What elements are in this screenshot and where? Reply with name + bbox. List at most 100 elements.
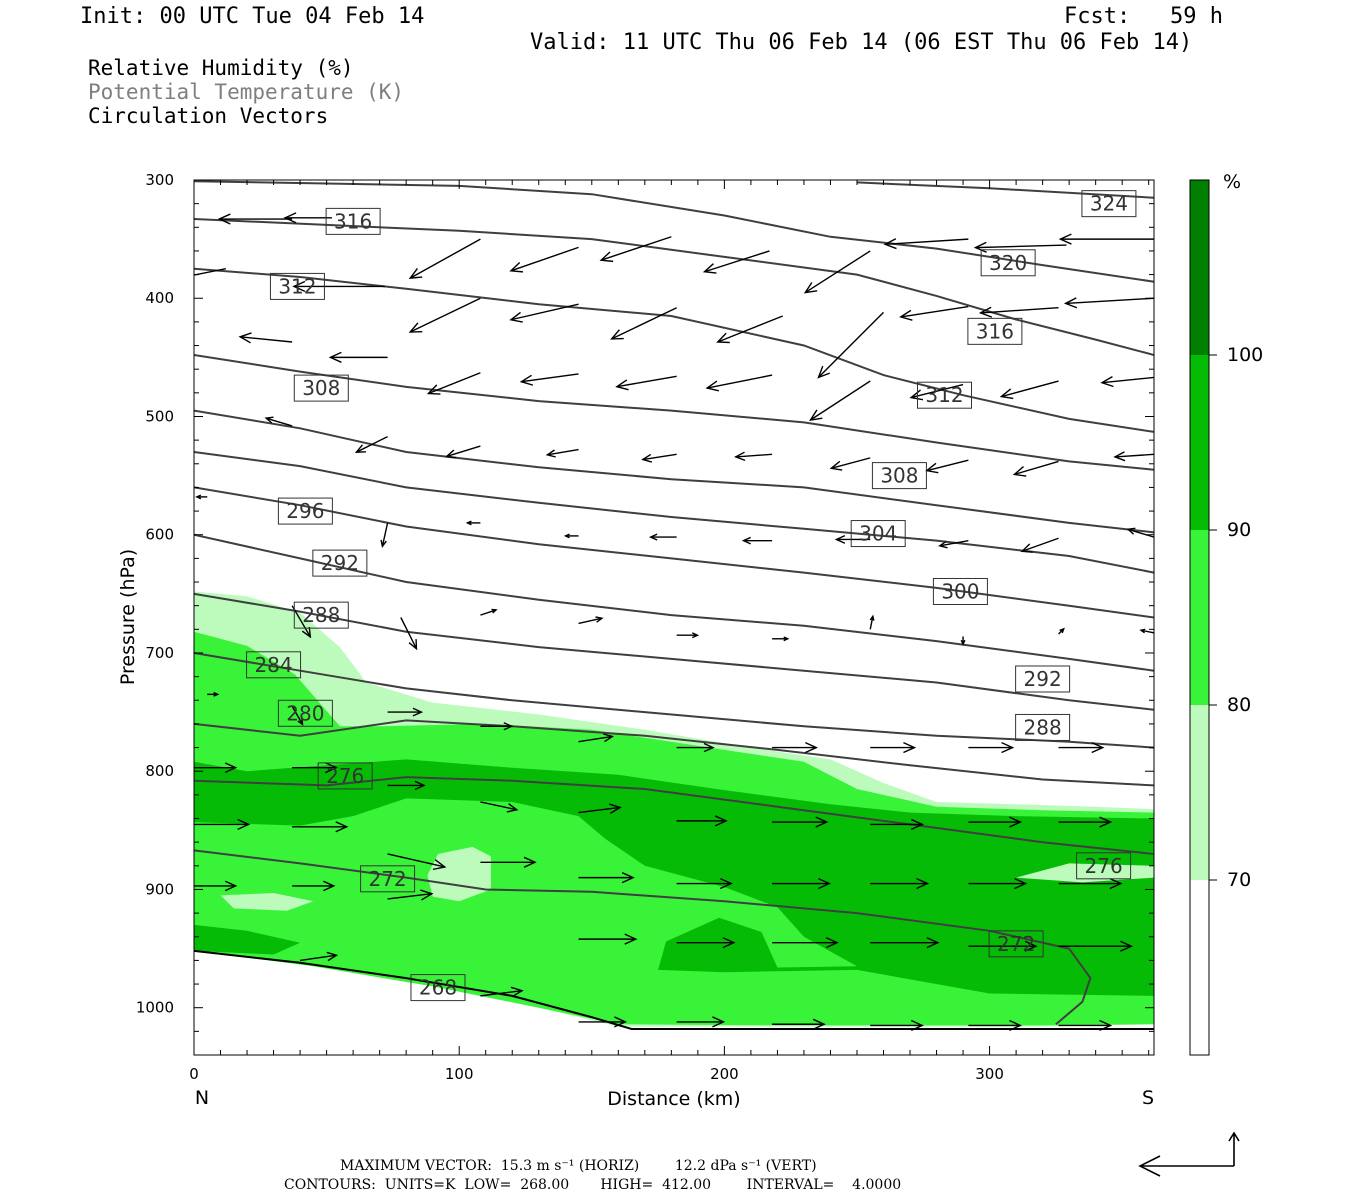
contour-label-text: 268: [419, 976, 457, 1000]
circulation-vector-3: [408, 238, 481, 279]
circulation-vector-60: [207, 691, 220, 697]
circulation-vector-88: [968, 877, 1028, 890]
contour-label-308-14: 308: [293, 374, 349, 402]
contour-label-text: 276: [1085, 854, 1123, 878]
theta-contour-276: [194, 776, 1154, 855]
circulation-vector-11: [292, 280, 385, 293]
reference-vector-horizontal: [1138, 1155, 1234, 1177]
contour-label-text: 272: [997, 932, 1035, 956]
circulation-vector-101: [578, 1016, 628, 1028]
circulation-vector-94: [676, 937, 736, 949]
contour-label-text: 312: [278, 274, 316, 298]
circulation-vector-97: [968, 940, 1038, 952]
circulation-vector-74: [578, 803, 622, 814]
contour-label-text: 300: [941, 579, 979, 603]
circulation-vector-63: [480, 722, 514, 731]
circulation-vector-45: [741, 536, 773, 545]
circulation-vector-47: [938, 539, 969, 549]
circulation-vector-52: [480, 608, 498, 616]
contour-label-text: 276: [326, 764, 364, 788]
rh-region-70-4: [220, 893, 314, 911]
circulation-vector-1: [283, 212, 332, 224]
circulation-vector-65: [676, 742, 715, 753]
reference-vector-vertical: [1228, 1131, 1240, 1166]
circulation-vector-22: [426, 372, 481, 395]
circulation-vector-9: [1058, 233, 1154, 245]
contour-label-292-9: 292: [312, 549, 368, 577]
contour-label-316-18: 316: [325, 207, 381, 235]
circulation-vector-79: [1058, 816, 1113, 828]
contour-label-312-17: 312: [916, 381, 972, 409]
circulation-vector-106: [1058, 1019, 1113, 1032]
circulation-vector-87: [870, 877, 930, 890]
circulation-vector-24: [615, 375, 677, 391]
circulation-vector-13: [509, 303, 579, 323]
contour-label-320-20: 320: [980, 249, 1036, 277]
circulation-vector-50: [291, 605, 312, 639]
contour-label-text: 308: [302, 376, 340, 400]
circulation-vector-81: [292, 821, 349, 833]
rh-region-90-6: [194, 924, 301, 955]
circulation-vector-17: [899, 305, 969, 321]
contour-label-text: 316: [976, 319, 1014, 343]
contour-label-308-15: 308: [871, 462, 927, 490]
circulation-vector-56: [869, 614, 875, 630]
circulation-vector-10: [194, 267, 226, 276]
theta-contour-312: [194, 267, 1154, 433]
rh-region-90-2: [194, 759, 1154, 996]
x-tick-label: 100: [445, 1065, 474, 1083]
circulation-vector-75: [676, 815, 728, 827]
contour-label-296-11: 296: [277, 497, 333, 525]
contour-label-304-13: 304: [850, 520, 906, 548]
circulation-vector-62: [387, 707, 424, 717]
circulation-vector-4: [509, 246, 579, 273]
theta-contour-284: [194, 652, 1154, 749]
theta-contour-316: [194, 218, 1154, 356]
circulation-vector-76: [772, 816, 829, 828]
circulation-vector-105: [968, 1019, 1023, 1032]
circulation-vector-78: [968, 816, 1023, 828]
circulation-vector-35: [734, 451, 773, 462]
humidity-fill-layer: [194, 591, 1154, 1027]
contour-label-text: 280: [286, 701, 324, 725]
circulation-vector-102: [676, 1016, 726, 1028]
x-tick-label: 200: [710, 1065, 739, 1083]
circulation-vector-86: [772, 877, 832, 890]
circulation-vector-14: [610, 307, 677, 340]
contour-label-text: 292: [1024, 667, 1062, 691]
y-axis-label: Pressure (hPa): [117, 549, 139, 685]
contour-label-text: 324: [1090, 192, 1128, 216]
circulation-vector-37: [925, 459, 969, 474]
x-axis-label: Distance (km): [607, 1088, 740, 1110]
circulation-vector-82: [387, 853, 447, 871]
circulation-vector-33: [545, 448, 579, 458]
theta-contour-308: [194, 354, 1154, 471]
theta-contour-280: [194, 719, 1154, 787]
contour-label-268-0: 268: [410, 974, 466, 1002]
reference-vector: [1138, 1131, 1240, 1177]
y-tick-label: 500: [145, 407, 174, 425]
circulation-vector-72: [387, 780, 426, 791]
footer-maximum-vector: MAXIMUM VECTOR: 15.3 m s⁻¹ (HORIZ) 12.2 …: [340, 1158, 817, 1174]
x-tick-label: 0: [189, 1065, 199, 1083]
plot-frame: [193, 179, 1155, 1056]
contour-label-text: 272: [368, 867, 406, 891]
circulation-vector-90: [194, 880, 238, 892]
circulation-vector-39: [1113, 451, 1154, 462]
circulation-vector-12: [408, 297, 481, 333]
circulation-vector-44: [648, 533, 677, 541]
circulation-vector-46: [834, 535, 871, 544]
circulation-vector-5: [702, 250, 770, 274]
circulation-vector-89: [1058, 877, 1123, 890]
legend-potential-temperature: Potential Temperature (K): [88, 80, 405, 104]
y-tick-label: 600: [145, 526, 174, 544]
y-tick-label: 700: [145, 644, 174, 662]
theta-contour-320: [194, 180, 1154, 283]
colorbar-frame: [1189, 179, 1210, 1056]
circulation-vector-104: [870, 1019, 924, 1032]
north-label: N: [195, 1087, 209, 1109]
contour-label-300-12: 300: [932, 577, 988, 605]
circulation-vector-8: [973, 241, 1067, 253]
south-label: S: [1142, 1087, 1154, 1109]
circulation-vector-103: [772, 1018, 826, 1030]
